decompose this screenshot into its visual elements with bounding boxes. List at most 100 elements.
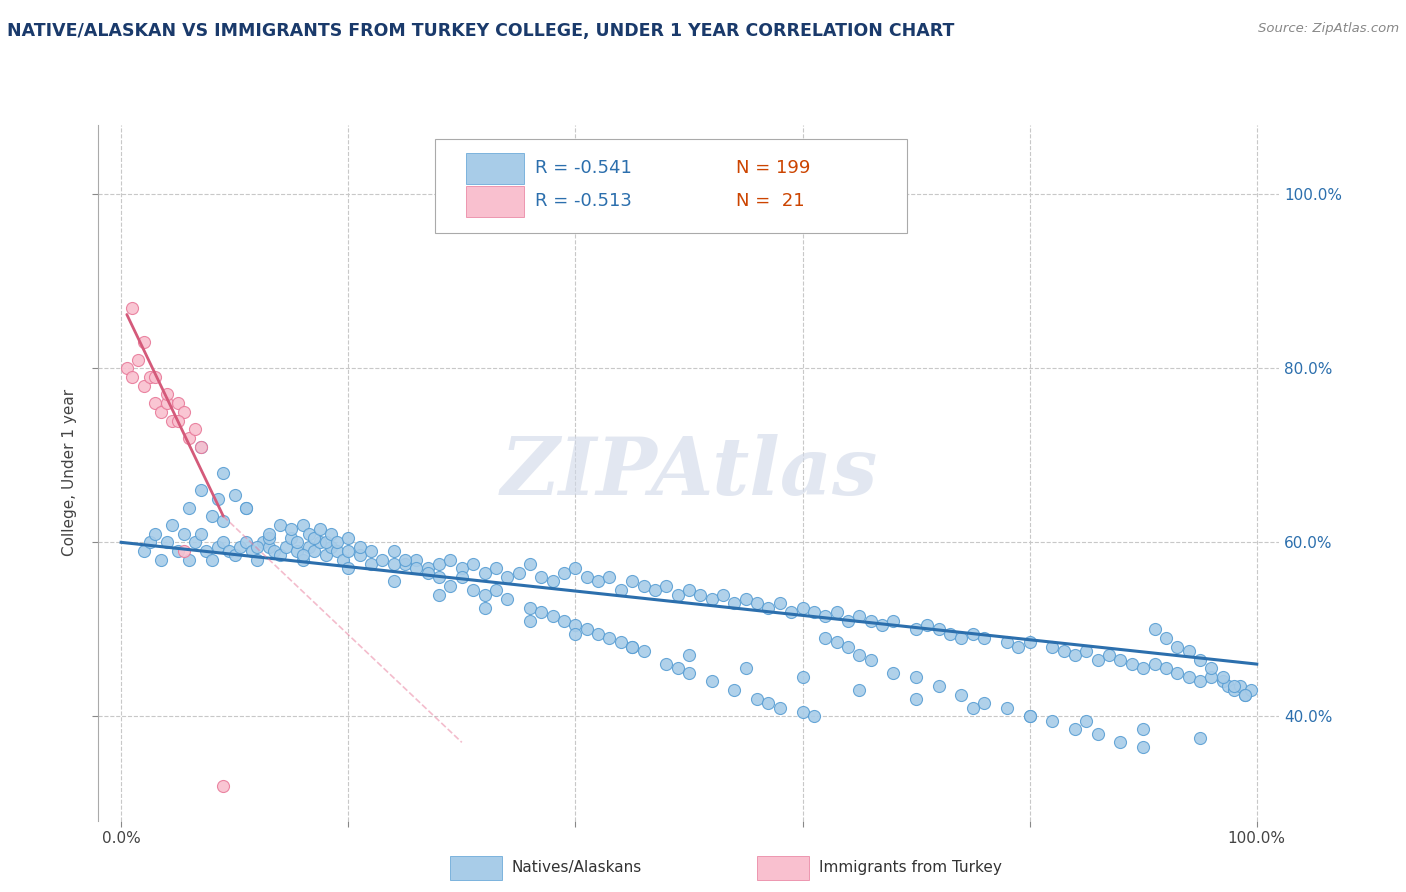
Point [882,665,904,680]
Point [758,600,780,615]
Point [1040,640,1063,654]
Point [212,779,235,793]
Point [285,535,308,549]
Point [962,626,984,640]
Point [349,540,371,554]
Point [723,683,745,698]
Point [173,526,195,541]
Point [1053,644,1076,658]
Point [745,692,768,706]
Point [962,700,984,714]
Point [224,487,246,501]
Point [610,635,633,649]
Point [1188,731,1211,745]
Point [598,631,620,645]
Point [848,648,870,663]
Point [1188,674,1211,689]
Point [263,544,285,558]
Point [269,549,291,563]
Point [780,605,803,619]
Point [179,552,201,567]
Point [297,540,319,554]
FancyBboxPatch shape [465,186,523,217]
Point [633,579,655,593]
Point [655,579,678,593]
Point [439,579,461,593]
Point [1018,709,1040,723]
Point [905,670,928,684]
Text: R = -0.541: R = -0.541 [536,159,633,177]
Point [803,605,825,619]
Point [332,552,354,567]
Point [179,431,201,445]
Point [149,405,172,419]
Point [349,549,371,563]
Text: NATIVE/ALASKAN VS IMMIGRANTS FROM TURKEY COLLEGE, UNDER 1 YEAR CORRELATION CHART: NATIVE/ALASKAN VS IMMIGRANTS FROM TURKEY… [7,22,955,40]
Point [382,557,405,571]
Point [240,544,263,558]
Point [995,635,1018,649]
Text: Immigrants from Turkey: Immigrants from Turkey [818,861,1001,875]
Point [427,587,450,601]
Text: ZIPAtlas: ZIPAtlas [501,434,877,511]
Point [575,570,598,584]
Point [485,583,508,598]
Point [1132,661,1154,675]
Point [360,544,382,558]
Point [138,370,160,384]
Point [1064,723,1087,737]
Point [155,387,177,401]
Point [167,396,190,410]
Point [474,566,496,580]
Point [121,301,143,315]
Point [474,600,496,615]
Point [269,517,291,532]
Point [162,414,183,428]
Point [257,531,280,545]
Point [474,587,496,601]
Point [179,500,201,515]
Point [382,574,405,589]
Point [905,623,928,637]
Point [291,517,314,532]
Point [229,540,252,554]
Point [700,674,723,689]
Point [1076,714,1098,728]
Point [405,561,427,575]
Point [848,609,870,624]
Point [297,526,319,541]
Point [1087,726,1109,740]
Point [190,440,212,454]
Point [321,540,343,554]
Point [326,544,349,558]
Point [360,557,382,571]
Point [173,544,195,558]
Point [274,540,297,554]
Point [1223,679,1246,693]
Point [235,500,257,515]
Point [132,378,155,392]
Point [530,570,553,584]
Point [190,440,212,454]
Point [1188,653,1211,667]
Point [337,561,360,575]
Point [143,370,166,384]
Point [621,640,644,654]
Point [803,709,825,723]
Point [1098,648,1121,663]
Point [508,566,530,580]
Point [416,566,439,580]
Point [212,514,235,528]
Point [285,544,308,558]
Point [190,526,212,541]
Point [825,605,848,619]
Point [246,552,269,567]
Point [870,618,893,632]
Point [207,540,229,554]
Point [644,583,666,598]
Point [167,414,190,428]
Point [326,535,349,549]
Point [882,614,904,628]
Point [463,557,485,571]
Point [792,705,814,719]
